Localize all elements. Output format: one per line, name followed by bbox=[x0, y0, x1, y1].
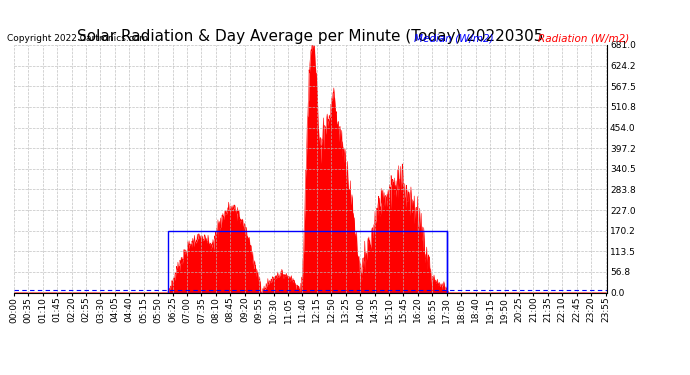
Text: Median (W/m2): Median (W/m2) bbox=[414, 34, 493, 44]
Title: Solar Radiation & Day Average per Minute (Today) 20220305: Solar Radiation & Day Average per Minute… bbox=[77, 29, 544, 44]
Text: Radiation (W/m2): Radiation (W/m2) bbox=[538, 34, 629, 44]
Bar bbox=[168, 231, 447, 292]
Text: Copyright 2022 Cartronics.com: Copyright 2022 Cartronics.com bbox=[7, 34, 148, 43]
